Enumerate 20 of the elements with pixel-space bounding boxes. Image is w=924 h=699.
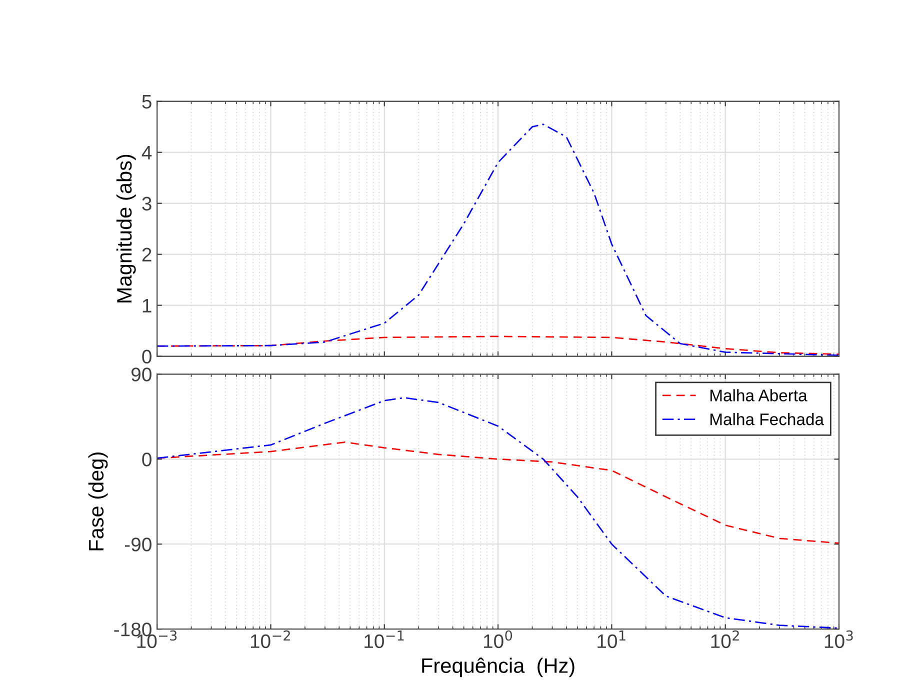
legend-label: Malha Aberta bbox=[710, 389, 808, 402]
y-tick-label: 0 bbox=[142, 350, 152, 364]
y-tick-label: 90 bbox=[132, 368, 152, 382]
y-tick-label: 5 bbox=[142, 95, 152, 109]
x-axis-title: Frequência (Hz) bbox=[422, 658, 574, 678]
y-tick-label: -90 bbox=[124, 538, 152, 552]
x-tick-label: 10$^{−2}$ bbox=[250, 630, 290, 648]
y-tick-label: 3 bbox=[142, 196, 152, 211]
y-axis-title: Magnitude (abs) bbox=[116, 154, 136, 302]
y-tick-label: 1 bbox=[142, 298, 152, 312]
x-tick-label: 10$^{0}$ bbox=[484, 630, 512, 648]
y-tick-label: 2 bbox=[142, 248, 152, 262]
x-tick-label: 10$^{1}$ bbox=[598, 630, 626, 648]
y-tick-label: 4 bbox=[142, 146, 152, 160]
y-tick-label: 0 bbox=[142, 452, 152, 466]
x-tick-label: 10$^{2}$ bbox=[711, 630, 739, 648]
legend-label: Malha Fechada bbox=[710, 413, 824, 426]
x-tick-label: 10$^{−1}$ bbox=[364, 630, 404, 648]
x-tick-label: 10$^{3}$ bbox=[824, 630, 853, 648]
y-axis-title: Fase (deg) bbox=[88, 452, 108, 550]
